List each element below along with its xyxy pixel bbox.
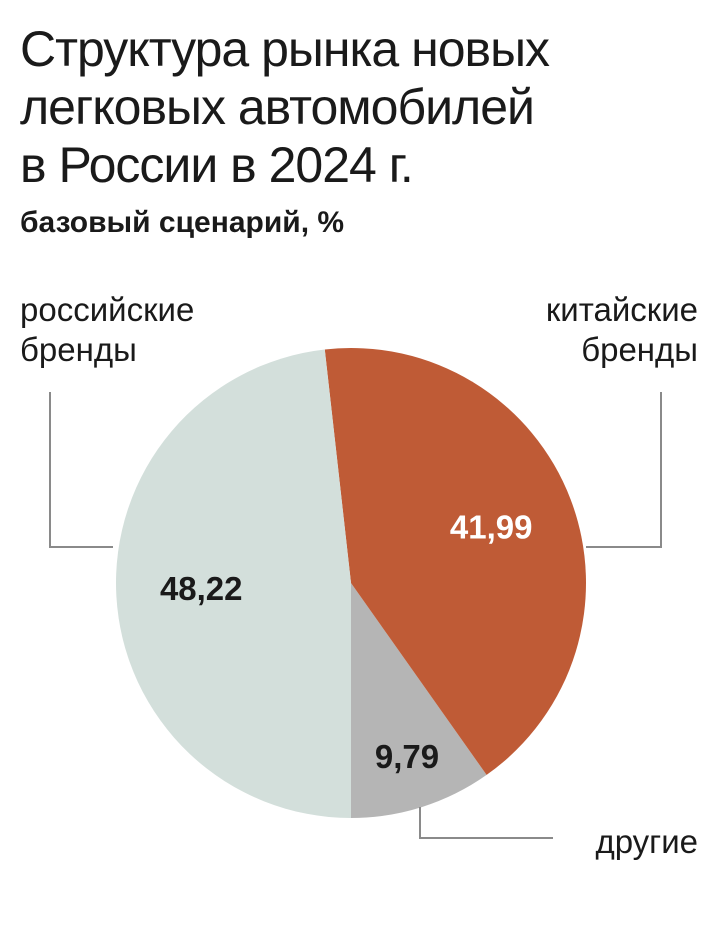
leader-line-russian	[49, 392, 113, 548]
pie-slice-chinese	[116, 349, 351, 818]
category-label-line: китайские	[545, 291, 698, 328]
leader-line-other	[419, 807, 553, 839]
category-label-line: бренды	[20, 331, 137, 368]
value-label-other: 9,79	[375, 738, 439, 775]
category-label-russian: российские бренды	[20, 290, 194, 370]
chart-title-line: легковых автомобилей	[20, 79, 535, 135]
category-label-other: другие	[595, 822, 698, 862]
chart-subtitle: базовый сценарий, %	[20, 206, 345, 239]
pie-slice-other	[351, 583, 487, 818]
category-label-line: бренды	[581, 331, 698, 368]
value-label-russian: 41,99	[450, 508, 533, 545]
value-label-chinese: 48,22	[160, 570, 243, 607]
chart-title-line: в России в 2024 г.	[20, 137, 414, 193]
category-label-chinese: китайские бренды	[546, 290, 698, 370]
pie-slice-russian	[324, 348, 587, 775]
category-label-line: другие	[595, 823, 698, 860]
leader-line-chinese	[586, 392, 662, 548]
category-label-line: российские	[20, 291, 195, 328]
chart-title: Структура рынка новых легковых автомобил…	[20, 20, 700, 194]
chart-title-line: Структура рынка новых	[20, 21, 550, 77]
